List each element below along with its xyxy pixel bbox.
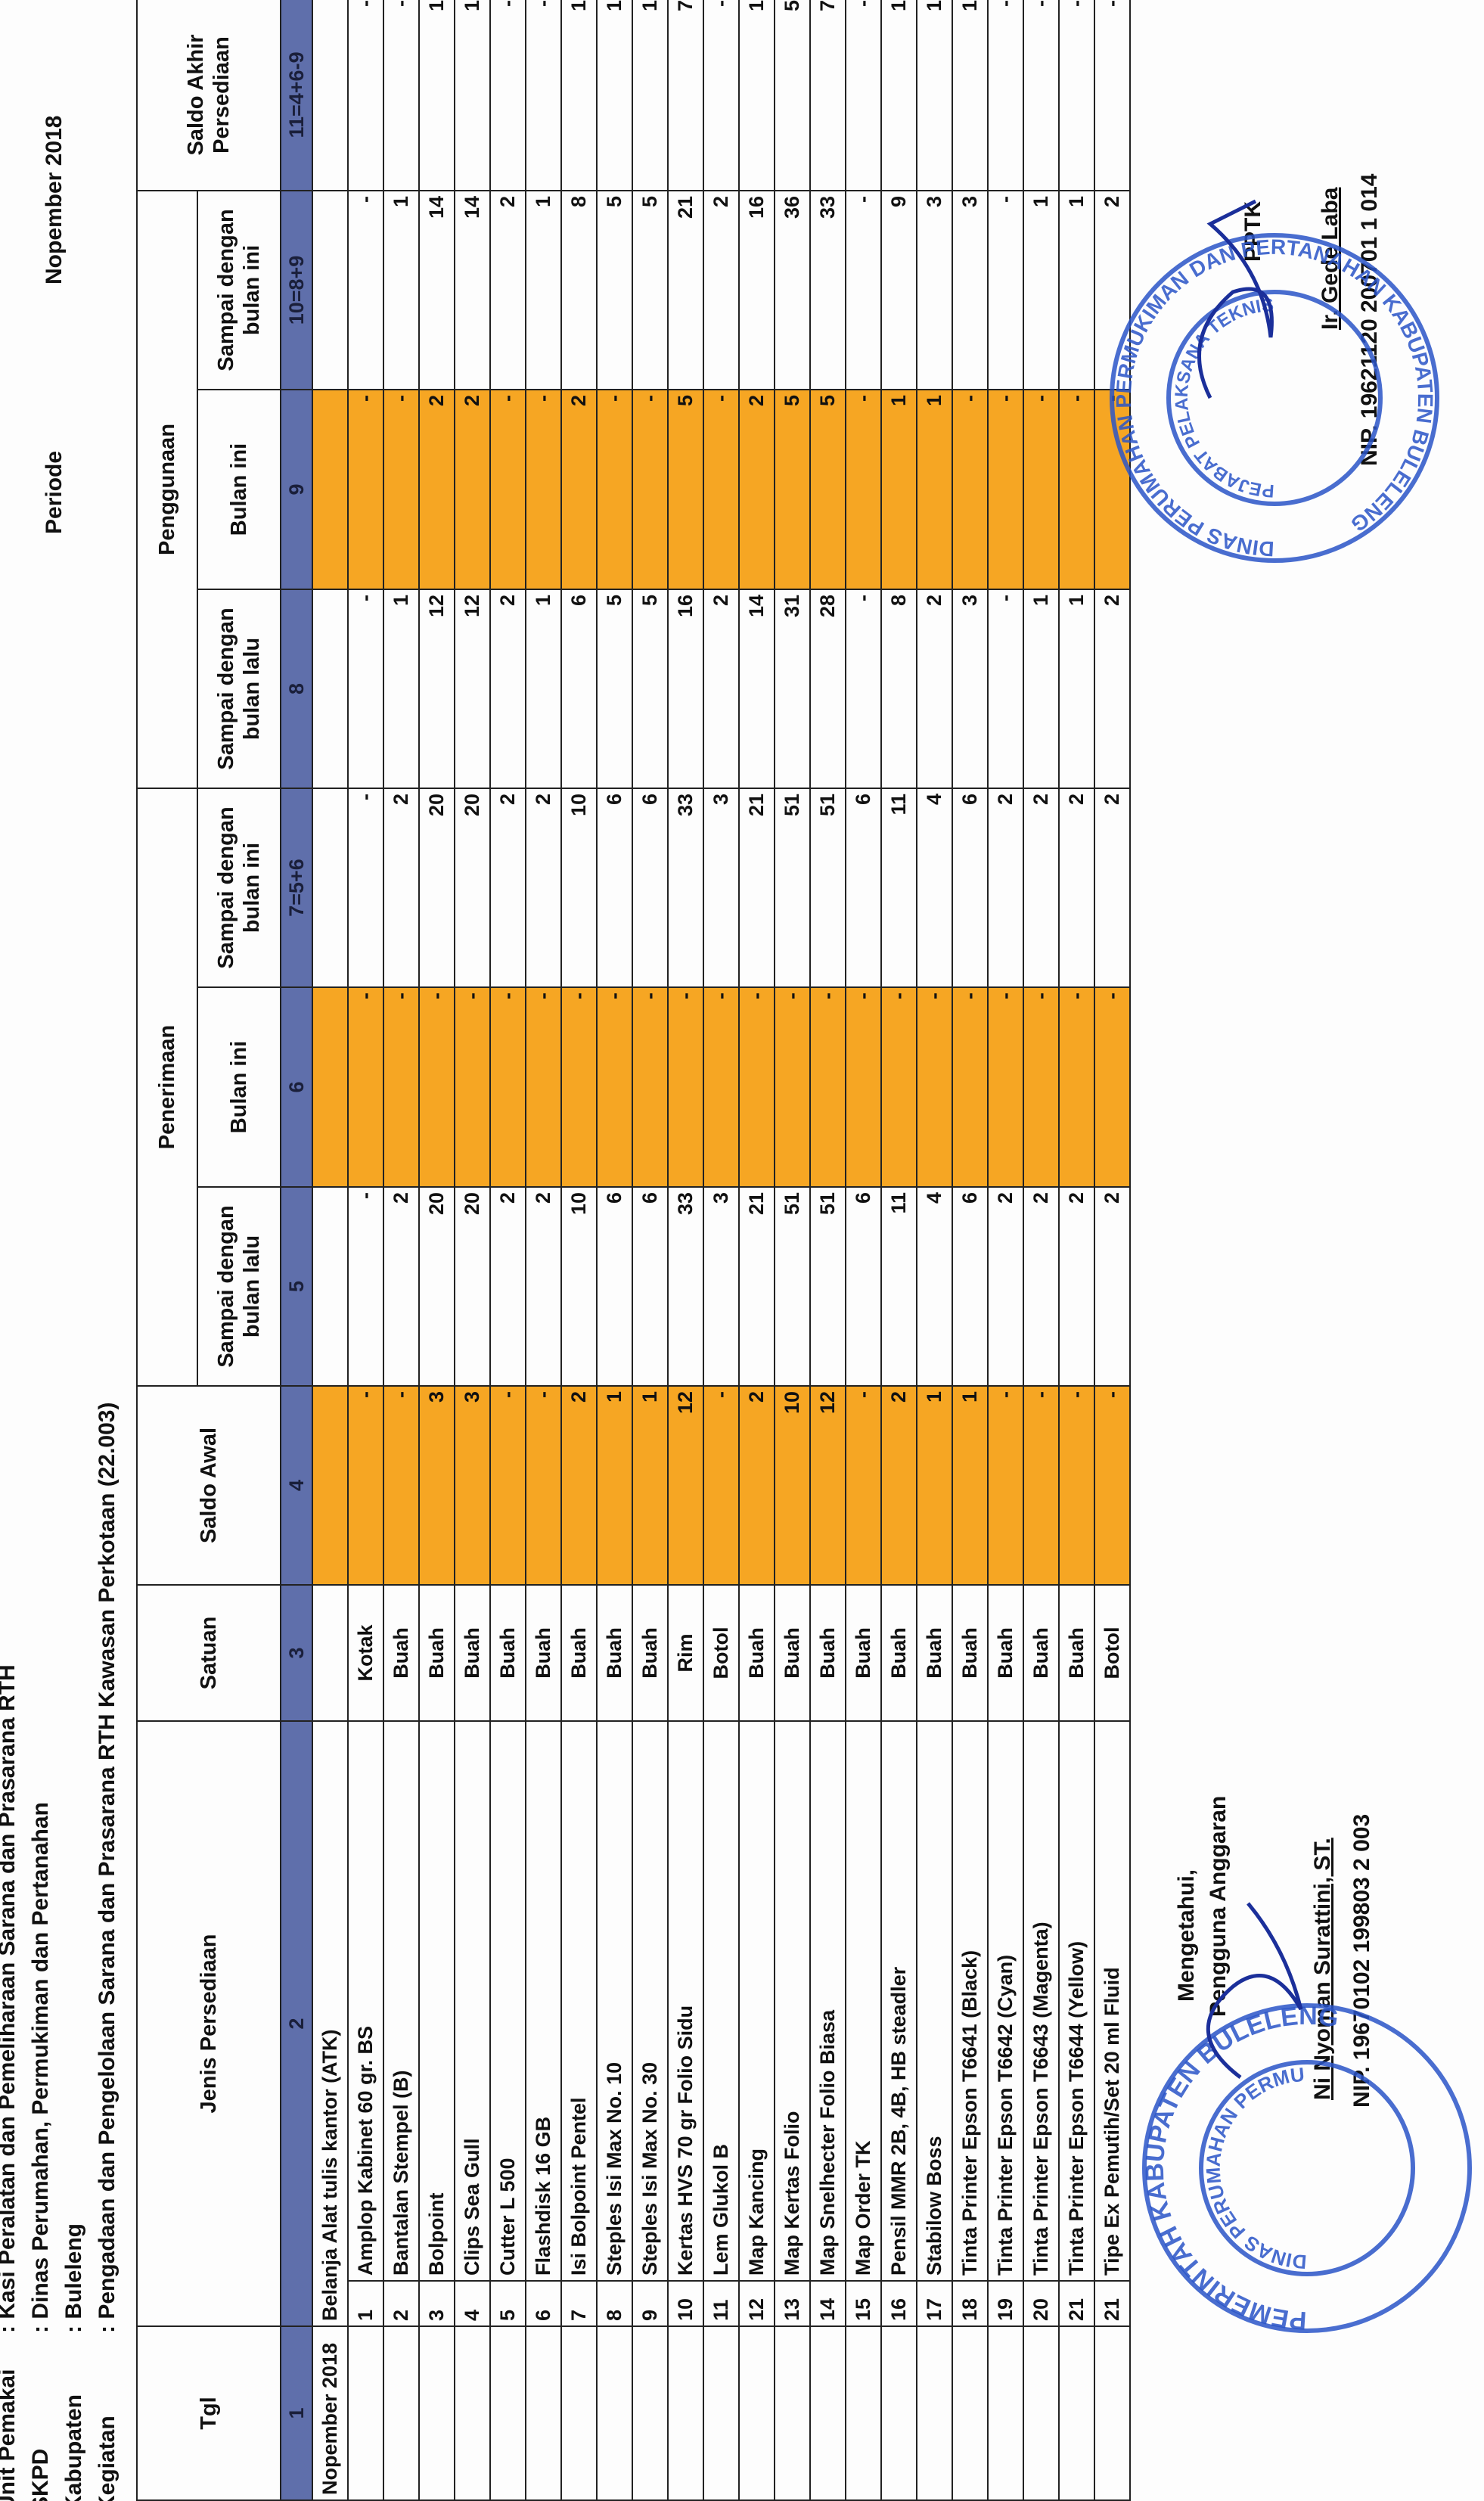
stamp-text: PEMERINTAH KABUPATEN BULELENG (1141, 2002, 1340, 2335)
stamp-text: DINAS PERUMAHAN PERMUKIMAN DAN PERTANAHA… (1112, 235, 1437, 561)
signature-scribble (1206, 1902, 1303, 2079)
stamp-text: PEJABAT PELAKSANA TEKNIS KEGIATAN (0, 295, 1275, 2501)
stamp-ring (1110, 233, 1439, 563)
stamp-text: DINAS PERUMAHAN PERMUKIMAN DAN PERTANAHA… (0, 2063, 1308, 2501)
stamp-text: DINAS PERUMAHAN PERMUKIMAN DAN PERTANAHA… (1112, 235, 1437, 561)
stamp-ring (1199, 2060, 1415, 2276)
signature-scribble (1197, 199, 1274, 399)
stamp-ring (1142, 2003, 1472, 2333)
stamp-text: PEMERINTAH KABUPATEN BULELENG (1141, 2002, 1340, 2335)
stamp-ring (1166, 290, 1383, 506)
stamp-text: PEJABAT PELAKSANA TEKNIS KEGIATAN (0, 295, 1275, 2501)
stamp-text: DINAS PERUMAHAN PERMUKIMAN DAN PERTANAHA… (0, 2063, 1308, 2501)
